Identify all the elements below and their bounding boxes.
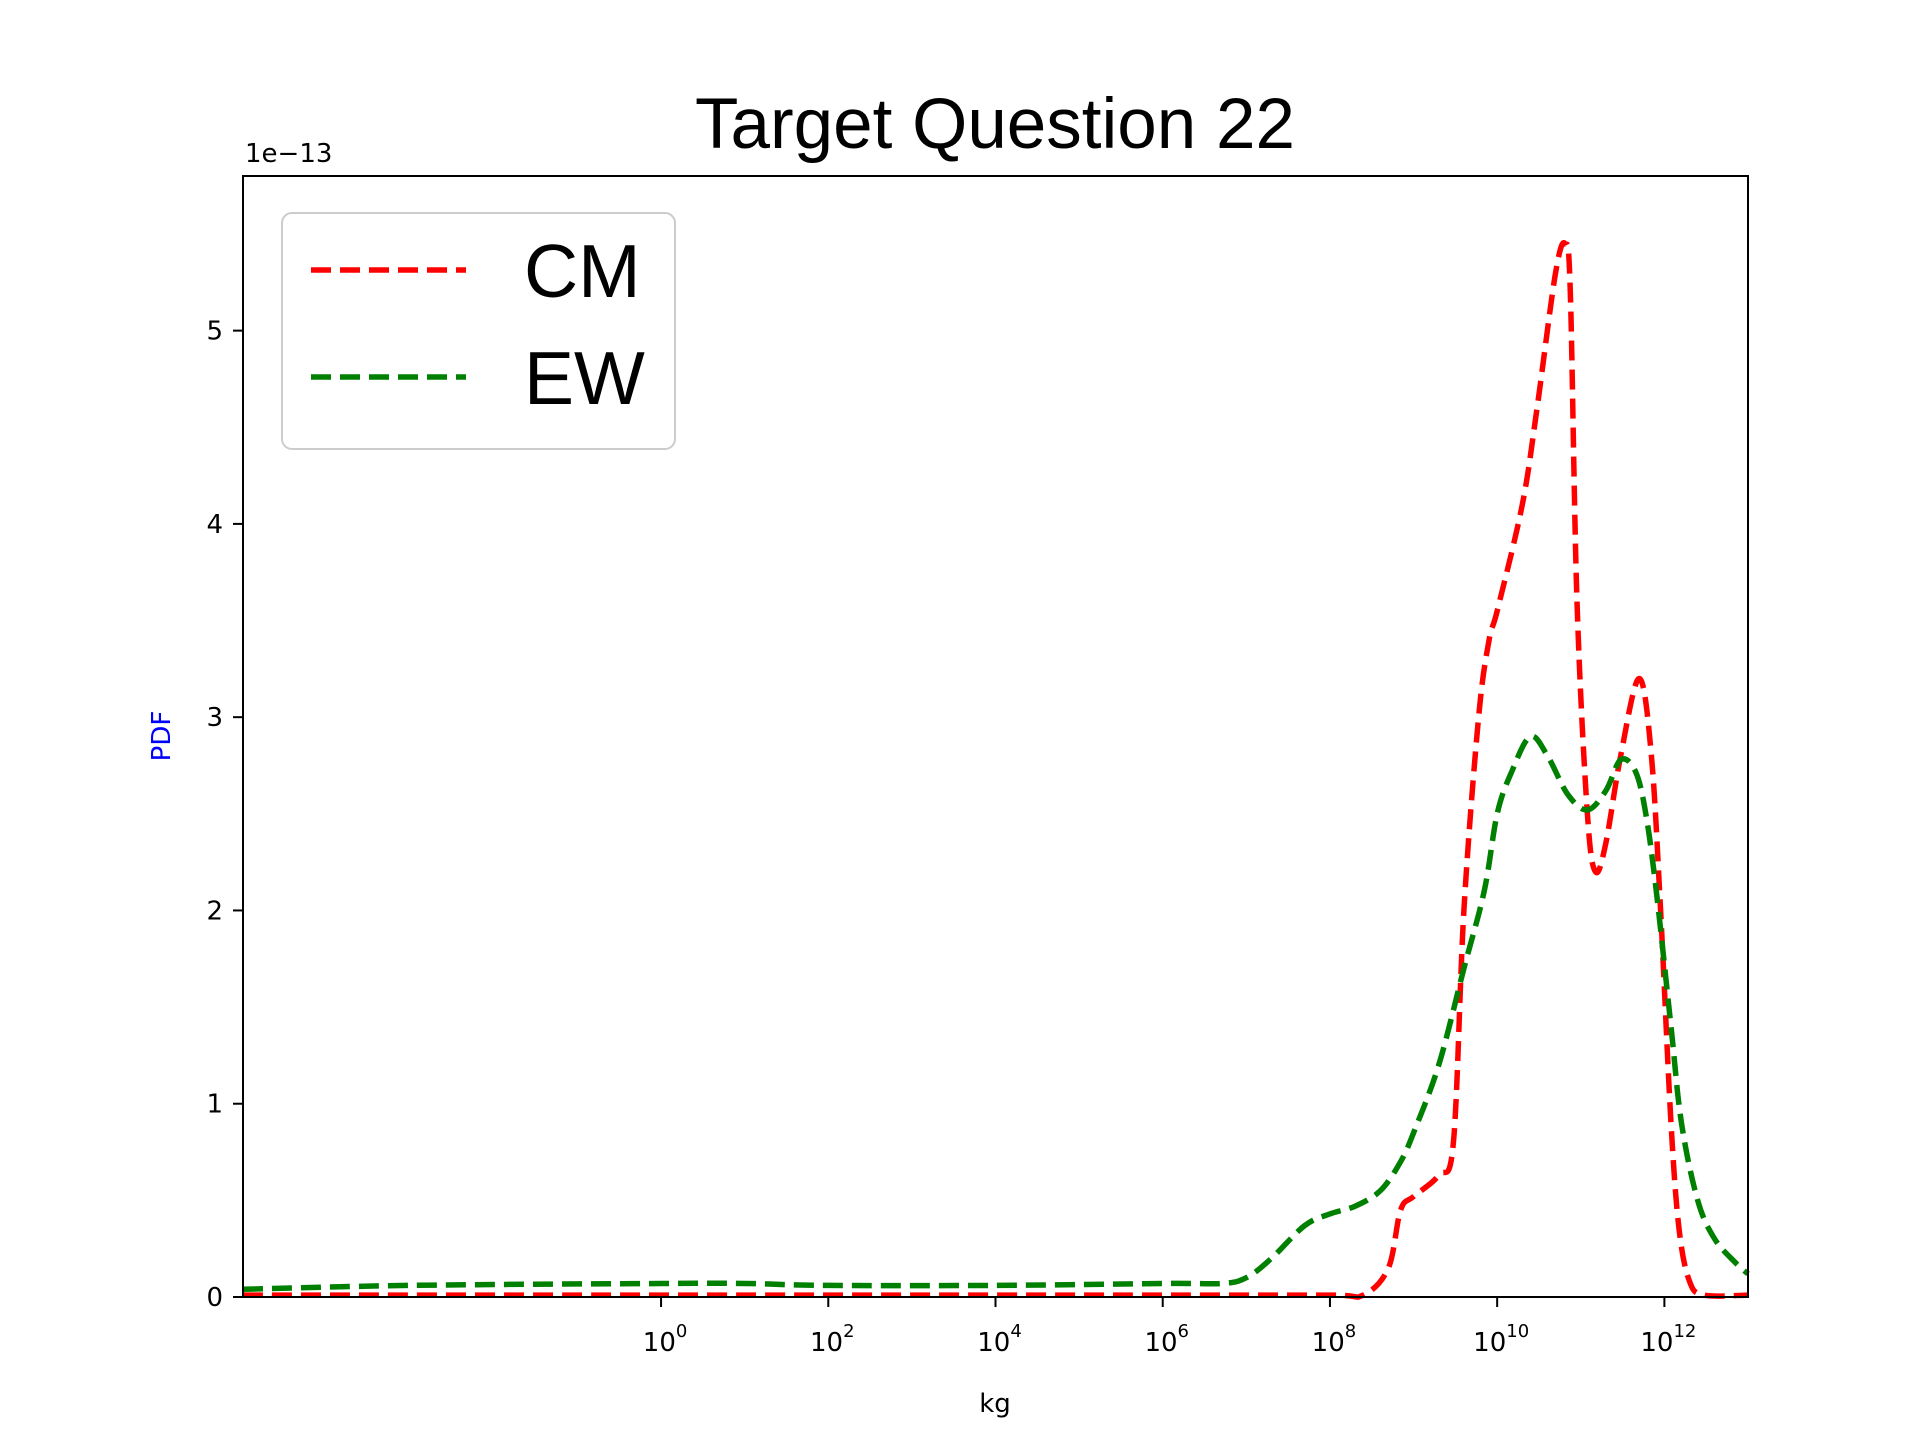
x-tick-base: 10	[1144, 1328, 1177, 1358]
y-tick-label: 1	[206, 1090, 223, 1120]
x-tick-exponent: 0	[676, 1321, 687, 1342]
y-axis: 0 1 2 3 4 5	[206, 317, 243, 1313]
x-tick-exponent: 4	[1010, 1321, 1021, 1342]
y-tick-label: 0	[206, 1283, 223, 1313]
y-tick-label: 4	[206, 510, 223, 540]
x-tick-label: 102	[810, 1321, 855, 1358]
x-tick-exponent: 12	[1673, 1321, 1696, 1342]
y-tick-label: 3	[206, 703, 223, 733]
chart-title: Target Question 22	[695, 85, 1295, 164]
y-tick-label: 5	[206, 317, 223, 347]
x-tick-label: 104	[977, 1321, 1022, 1358]
legend-label-cm: CM	[524, 229, 641, 313]
x-tick-base: 10	[977, 1328, 1010, 1358]
y-axis-label: PDF	[147, 711, 177, 762]
y-tick-label: 2	[206, 896, 223, 926]
x-tick-base: 10	[1312, 1328, 1345, 1358]
x-tick-base: 10	[1640, 1328, 1673, 1358]
x-tick-label: 1010	[1473, 1321, 1529, 1358]
legend: CM EW	[281, 212, 676, 450]
x-tick-label: 100	[643, 1321, 688, 1358]
series-layer	[242, 240, 1750, 1300]
x-tick-exponent: 2	[843, 1321, 854, 1342]
x-tick-exponent: 10	[1506, 1321, 1529, 1342]
series-line-ew	[242, 733, 1750, 1293]
x-axis-label: kg	[979, 1389, 1011, 1419]
y-axis-offset-label: 1e−13	[245, 139, 332, 169]
x-tick-base: 10	[643, 1328, 676, 1358]
x-axis: 100 102 104 106 108 1010 1012	[643, 1297, 1696, 1358]
legend-label-ew: EW	[524, 336, 645, 420]
x-tick-base: 10	[810, 1328, 843, 1358]
x-tick-base: 10	[1473, 1328, 1506, 1358]
x-tick-exponent: 8	[1345, 1321, 1356, 1342]
x-tick-label: 108	[1312, 1321, 1357, 1358]
x-tick-label: 1012	[1640, 1321, 1696, 1358]
series-line-cm	[242, 240, 1749, 1300]
x-tick-label: 106	[1144, 1321, 1189, 1358]
x-tick-exponent: 6	[1178, 1321, 1189, 1342]
